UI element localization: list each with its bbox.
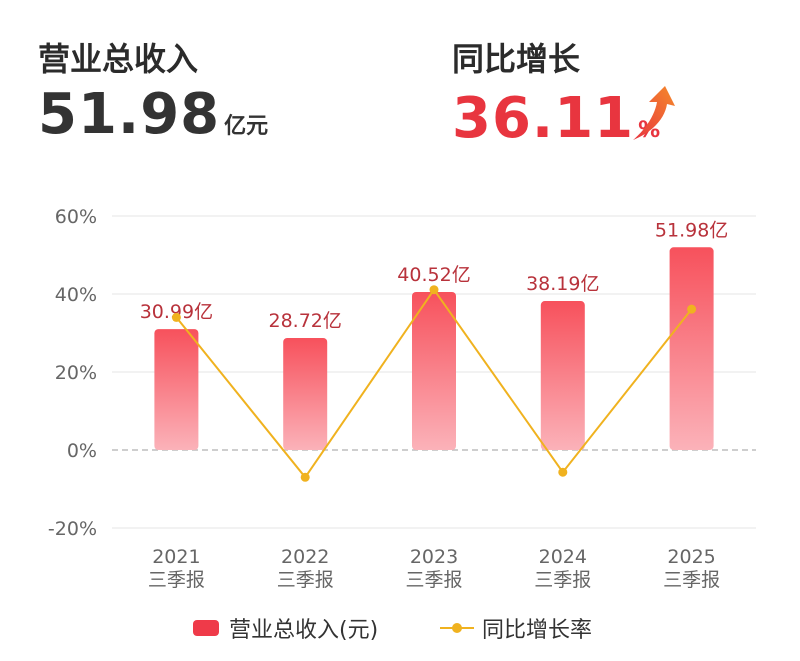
x-tick-year: 2022 (281, 546, 329, 568)
bar-value-label: 51.98亿 (655, 219, 728, 241)
y-tick-label: 0% (67, 440, 97, 462)
x-tick-period: 三季报 (148, 569, 205, 591)
revenue-bar (412, 291, 456, 450)
revenue-unit: 亿元 (224, 114, 269, 139)
x-tick-year: 2023 (410, 546, 458, 568)
bar-value-labels: 30.99亿 28.72亿 40.52亿 38.19亿 51.98亿 (140, 219, 729, 332)
growth-value: 36.11 (452, 86, 635, 151)
x-tick-year: 2021 (152, 546, 200, 568)
growth-point (429, 285, 439, 295)
y-tick-label: -20% (48, 518, 97, 540)
revenue-bar (540, 301, 585, 450)
revenue-growth-chart: 60% 40% 20% 0% -20% 30.99亿 28.72亿 40.52亿 38.19亿… (48, 206, 756, 591)
bar-value-label: 38.19亿 (526, 273, 599, 295)
revenue-bar (283, 337, 328, 450)
y-tick-label: 60% (55, 206, 97, 228)
growth-point (171, 312, 181, 322)
bar-value-label: 40.52亿 (397, 264, 470, 286)
legend-growth: 同比增长率 (482, 618, 593, 643)
revenue-bar (669, 247, 714, 450)
legend-dot-swatch (452, 623, 462, 633)
growth-label: 同比增长 (452, 40, 581, 78)
growth-point (558, 467, 568, 477)
revenue-bar (154, 329, 199, 450)
revenue-value: 51.98 (38, 82, 221, 147)
y-tick-label: 40% (55, 284, 97, 306)
growth-point (300, 472, 310, 482)
bar-series (154, 247, 714, 450)
x-tick-period: 三季报 (405, 569, 462, 591)
growth-point (687, 304, 697, 314)
growth-line-series (171, 285, 697, 482)
legend-revenue: 营业总收入(元) (229, 618, 379, 643)
x-tick-period: 三季报 (534, 569, 591, 591)
legend-bar-swatch (193, 620, 219, 636)
revenue-label: 营业总收入 (38, 40, 199, 78)
growth-value-group: 36.11% (452, 86, 660, 151)
up-arrow-icon (633, 86, 675, 140)
x-tick-period: 三季报 (663, 569, 720, 591)
revenue-value-group: 51.98 亿元 (38, 82, 268, 147)
bar-value-label: 30.99亿 (140, 301, 213, 323)
y-axis-ticks: 60% 40% 20% 0% -20% (48, 206, 97, 540)
x-tick-period: 三季报 (277, 569, 334, 591)
x-tick-year: 2024 (539, 546, 587, 568)
y-tick-label: 20% (55, 362, 97, 384)
x-tick-year: 2025 (667, 546, 715, 568)
bar-value-label: 28.72亿 (268, 310, 341, 332)
